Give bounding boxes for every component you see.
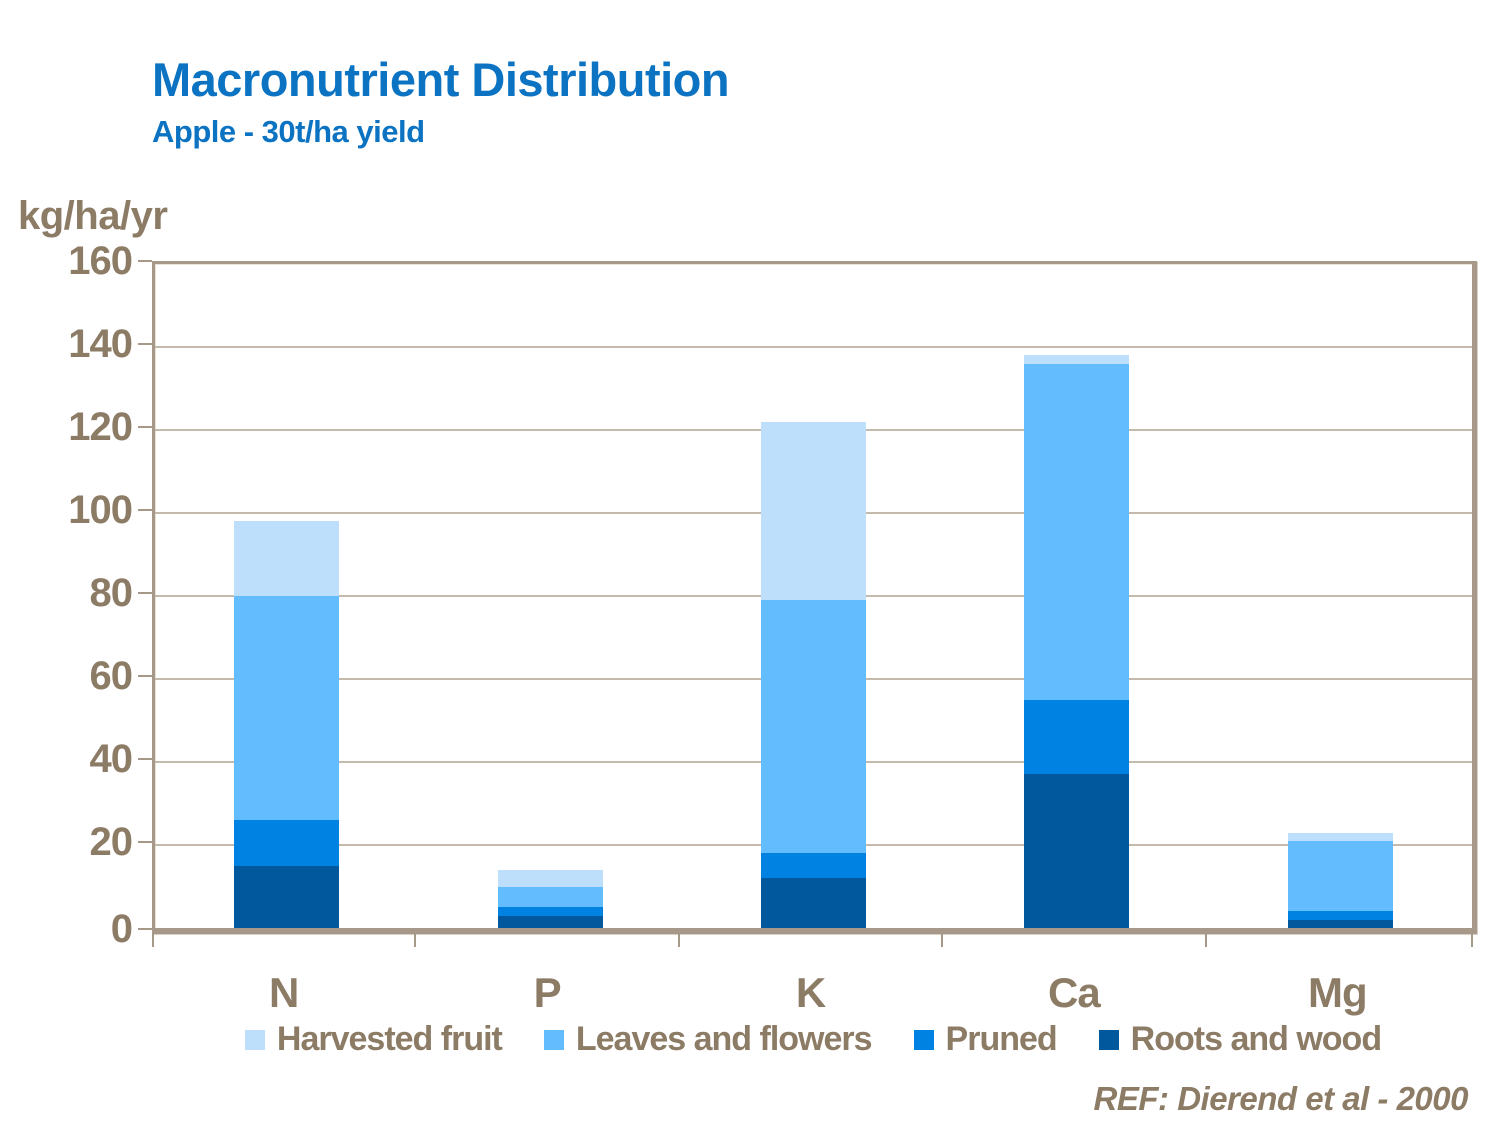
bar-segment-Ca-leaves-and-flowers [1024,363,1130,700]
legend-label: Roots and wood [1130,1020,1382,1058]
bar-segment-Mg-pruned [1287,911,1393,920]
y-axis-unit-label: kg/ha/yr [18,194,168,238]
bar-segment-P-roots-and-wood [497,915,603,928]
y-tick-label-40: 40 [89,737,134,781]
y-tick-label-60: 60 [89,654,134,698]
y-tick-100 [138,509,152,511]
bar-segment-Mg-leaves-and-flowers [1287,840,1393,912]
y-tick-140 [138,343,152,345]
y-tick-label-120: 120 [68,405,133,449]
x-tick-2 [677,934,680,947]
bar-segment-Ca-harvested-fruit [1024,355,1130,364]
bar-N [234,521,340,928]
legend-swatch-icon [913,1029,934,1050]
x-category-label-N: N [269,969,299,1016]
x-tick-4 [1204,934,1207,947]
legend-swatch-icon [1098,1029,1119,1050]
bar-segment-K-leaves-and-flowers [761,600,866,854]
bar-segment-K-roots-and-wood [761,878,866,928]
y-tick-label-20: 20 [89,820,134,864]
bar-segment-N-harvested-fruit [234,521,340,597]
bar-segment-P-pruned [497,907,603,916]
y-tick-label-0: 0 [110,907,133,951]
legend-item-pruned: Pruned [913,1020,1058,1059]
legend: Harvested fruit Leaves and flowers Pruned R… [152,1020,1474,1059]
y-tick-120 [138,426,152,428]
y-tick-label-140: 140 [68,322,133,366]
legend-item-harvested-fruit: Harvested fruit [244,1020,503,1059]
bar-Ca [1024,355,1130,928]
y-tick-40 [138,758,152,760]
bar-segment-Mg-harvested-fruit [1287,832,1393,841]
bar-segment-Mg-roots-and-wood [1287,919,1393,928]
y-tick-label-160: 160 [68,239,133,283]
y-tick-20 [138,841,152,843]
legend-label: Harvested fruit [276,1020,503,1058]
bar-K [761,421,866,928]
legend-swatch-icon [244,1029,265,1050]
bar-P [497,869,603,928]
chart-subtitle: Apple - 30t/ha yield [152,114,425,150]
x-tick-1 [414,934,417,947]
bar-segment-Ca-roots-and-wood [1024,774,1130,928]
legend-swatch-icon [543,1029,564,1050]
chart-title: Macronutrient Distribution [152,53,730,106]
legend-item-roots-and-wood: Roots and wood [1098,1020,1382,1059]
bar-segment-P-harvested-fruit [497,869,603,887]
bar-segment-N-roots-and-wood [234,865,340,928]
title-block: Macronutrient Distribution Apple - 30t/h… [152,53,730,150]
reference-note: REF: Dierend et al - 2000 [1093,1080,1469,1117]
y-tick-label-100: 100 [68,488,133,532]
legend-label: Leaves and flowers [575,1020,873,1058]
y-tick-60 [138,675,152,677]
y-tick-label-80: 80 [89,571,134,615]
y-tick-0 [138,928,152,930]
x-tick-0 [152,934,154,947]
bar-segment-K-pruned [761,853,866,879]
bar-segment-P-leaves-and-flowers [497,886,603,908]
bar-segment-N-pruned [234,820,340,866]
x-category-label-Ca: Ca [1048,969,1101,1016]
bar-Mg [1287,832,1393,928]
x-category-label-K: K [795,969,826,1016]
x-category-label-Mg: Mg [1307,969,1368,1016]
plot-area [152,261,1477,934]
bar-segment-N-leaves-and-flowers [234,596,340,821]
x-tick-5 [1471,934,1473,947]
x-tick-3 [941,934,944,947]
legend-label: Pruned [945,1020,1058,1058]
y-tick-80 [138,592,152,594]
bar-segment-Ca-pruned [1024,699,1130,775]
x-category-label-P: P [533,969,562,1016]
gridline-140 [155,346,1472,348]
y-tick-160 [138,260,152,262]
bar-segment-K-harvested-fruit [761,421,866,601]
legend-item-leaves-and-flowers: Leaves and flowers [543,1020,873,1059]
